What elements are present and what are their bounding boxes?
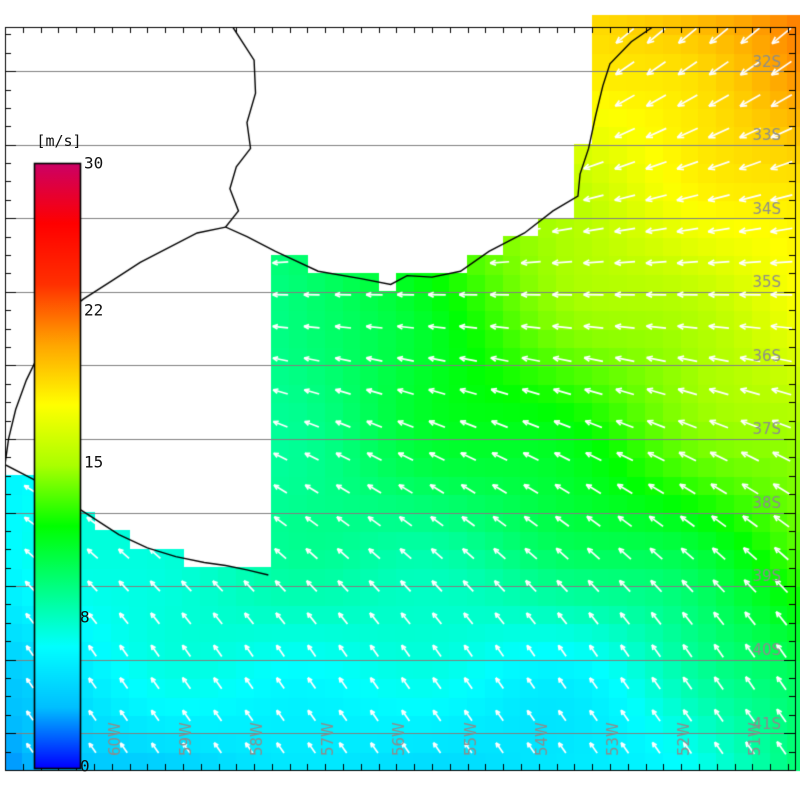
colorbar-tick-30: 30 <box>84 153 104 173</box>
colorbar-tick-22: 22 <box>84 300 104 320</box>
colorbar-tick-15: 15 <box>84 452 104 472</box>
colorbar-tick-0: 0 <box>80 756 90 776</box>
colorbar-tick-8: 8 <box>80 607 90 627</box>
colorbar-unit-label: [m/s] <box>36 132 82 150</box>
